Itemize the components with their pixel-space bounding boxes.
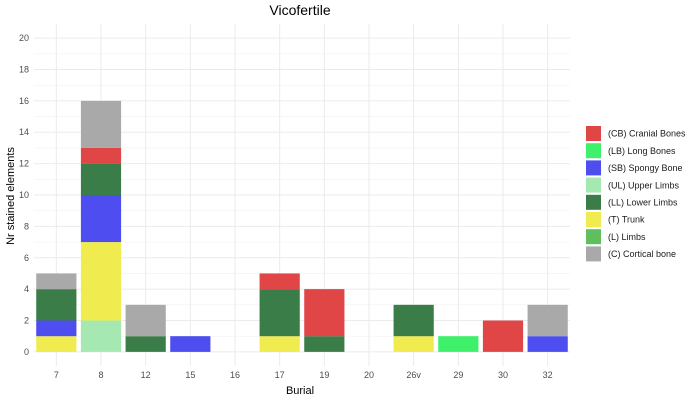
x-tick-label: 8: [98, 370, 103, 380]
y-tick-label: 10: [19, 190, 29, 200]
legend-swatch: [586, 177, 601, 193]
legend-label: (UL) Upper Limbs: [608, 180, 680, 190]
legend-swatch: [586, 143, 601, 159]
bar-segment: [527, 304, 568, 337]
x-tick-label: 16: [230, 370, 240, 380]
bar-segment: [125, 304, 166, 337]
legend-label: (C) Cortical bone: [608, 249, 676, 259]
legend-label: (T) Trunk: [608, 215, 645, 225]
axes: 0 2 4 6 8 10 12 14 16 18 20 7 8 12 15 16 17 19 20 26v 29 30 32: [19, 33, 553, 380]
bar-segment: [36, 273, 77, 290]
bars: [36, 100, 568, 352]
chart-title: Vicofertile: [269, 2, 330, 18]
bar-segment: [80, 163, 122, 195]
y-tick-label: 2: [24, 316, 29, 326]
bar-segment: [482, 320, 524, 352]
x-tick-label: 20: [364, 370, 374, 380]
x-tick-label: 15: [185, 370, 195, 380]
bar-segment: [125, 336, 166, 352]
legend-swatch: [586, 160, 601, 176]
legend-swatch: [586, 229, 601, 245]
x-tick-label: 30: [498, 370, 508, 380]
y-tick-label: 12: [19, 159, 29, 169]
bar-segment: [304, 289, 345, 337]
bar-segment: [36, 320, 77, 337]
bar-segment: [80, 195, 122, 243]
legend-swatch: [586, 212, 601, 227]
y-tick-label: 8: [24, 221, 29, 231]
legend: (CB) Cranial Bones (LB) Long Bones (SB) Sp…: [586, 126, 686, 262]
bar-segment: [170, 336, 211, 352]
bar-segment: [80, 320, 122, 352]
y-tick-label: 0: [24, 347, 29, 357]
legend-swatch: [586, 194, 601, 210]
bar-segment: [393, 336, 434, 352]
y-tick-label: 14: [19, 127, 29, 137]
legend-label: (CB) Cranial Bones: [608, 129, 686, 139]
y-tick-label: 18: [19, 64, 29, 74]
legend-label: (LB) Long Bones: [608, 146, 676, 156]
bar-segment: [36, 336, 77, 352]
y-tick-label: 20: [19, 33, 29, 43]
x-tick-label: 26v: [406, 370, 421, 380]
legend-swatch: [586, 246, 601, 262]
y-tick-label: 16: [19, 96, 29, 106]
bar-segment: [259, 336, 300, 352]
x-tick-label: 17: [275, 370, 285, 380]
bar-segment: [527, 336, 568, 352]
bar-segment: [80, 100, 122, 148]
y-tick-label: 6: [24, 253, 29, 263]
bar-segment: [393, 304, 434, 337]
x-tick-label: 7: [54, 370, 59, 380]
x-axis-title: Burial: [286, 385, 314, 397]
bar-segment: [80, 242, 122, 321]
x-tick-label: 12: [141, 370, 151, 380]
x-tick-label: 32: [543, 370, 553, 380]
bar-segment: [438, 336, 479, 352]
y-tick-label: 4: [24, 284, 29, 294]
bar-segment: [304, 336, 345, 352]
legend-label: (SB) Spongy Bone: [608, 163, 683, 173]
bar-segment: [80, 147, 122, 164]
x-tick-label: 19: [319, 370, 329, 380]
legend-label: (LL) Lower Limbs: [608, 198, 678, 208]
bar-segment: [259, 289, 300, 337]
legend-label: (L) Limbs: [608, 232, 646, 242]
y-axis-title: Nr stained elements: [5, 147, 17, 245]
bar-segment: [36, 289, 77, 321]
legend-swatch: [586, 126, 601, 141]
bar-segment: [259, 273, 300, 290]
x-tick-label: 29: [453, 370, 463, 380]
